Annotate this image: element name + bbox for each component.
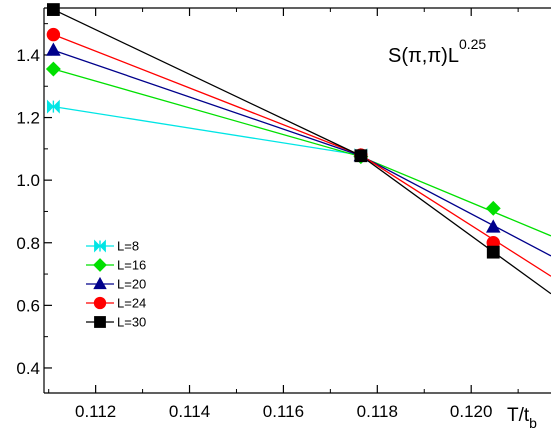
y-tick-label: 1.4	[16, 46, 40, 65]
legend: L=8 L=16 L=20 L=24 L=30	[86, 239, 146, 330]
legend-marker-l-16	[93, 258, 107, 272]
y-tick-label: 1.2	[16, 109, 40, 128]
x-axis-label-subscript: b	[529, 415, 537, 431]
x-ticks: 0.112 0.114 0.116 0.118 0.120	[48, 8, 519, 421]
x-axis-label: T/tb	[507, 405, 537, 431]
series-line-l-8	[53, 105, 361, 156]
annotation-text: S(π,π)L	[388, 45, 459, 67]
plot-frame	[43, 7, 551, 394]
legend-marker-l-20	[93, 276, 107, 290]
data-point-l-30	[354, 149, 368, 163]
y-tick-label: 1.0	[16, 171, 40, 190]
x-tick-label: 0.112	[75, 402, 116, 421]
legend-label-l-30: L=30	[117, 315, 146, 330]
data-point-l-8	[52, 99, 60, 114]
legend-marker-l-8	[99, 239, 106, 253]
legend-label-l-24: L=24	[117, 296, 146, 311]
data-point-l-20	[485, 219, 501, 233]
series-line-l-16	[53, 68, 551, 237]
data-point-l-16	[45, 61, 61, 77]
x-tick-label: 0.118	[357, 402, 398, 421]
legend-marker-l-8	[94, 239, 101, 253]
legend-marker-l-24	[93, 296, 107, 310]
x-tick-label: 0.120	[450, 402, 493, 421]
y-ticks: 0.4 0.6 0.8 1.0 1.2 1.4	[16, 23, 52, 378]
data-point-l-24	[46, 27, 61, 42]
data-point-l-30	[46, 3, 60, 16]
y-tick-label: 0.4	[16, 359, 40, 378]
x-axis-label-text: T/t	[507, 405, 530, 426]
data-point-l-16	[485, 200, 501, 216]
legend-label-l-16: L=16	[117, 258, 146, 273]
legend-label-l-8: L=8	[117, 239, 139, 254]
series-markers	[45, 3, 501, 259]
y-tick-label: 0.8	[16, 234, 40, 253]
series-line-l-20	[53, 49, 551, 257]
data-point-l-20	[46, 42, 61, 56]
x-tick-label: 0.116	[263, 402, 304, 421]
y-tick-label: 0.6	[16, 296, 40, 315]
data-point-l-8	[46, 99, 54, 114]
data-point-l-30	[486, 245, 500, 259]
x-tick-label: 0.114	[169, 402, 210, 421]
legend-marker-l-30	[94, 316, 106, 328]
legend-label-l-20: L=20	[117, 277, 146, 292]
chart-annotation: S(π,π)L0.25	[388, 36, 486, 67]
annotation-exponent: 0.25	[459, 36, 486, 52]
